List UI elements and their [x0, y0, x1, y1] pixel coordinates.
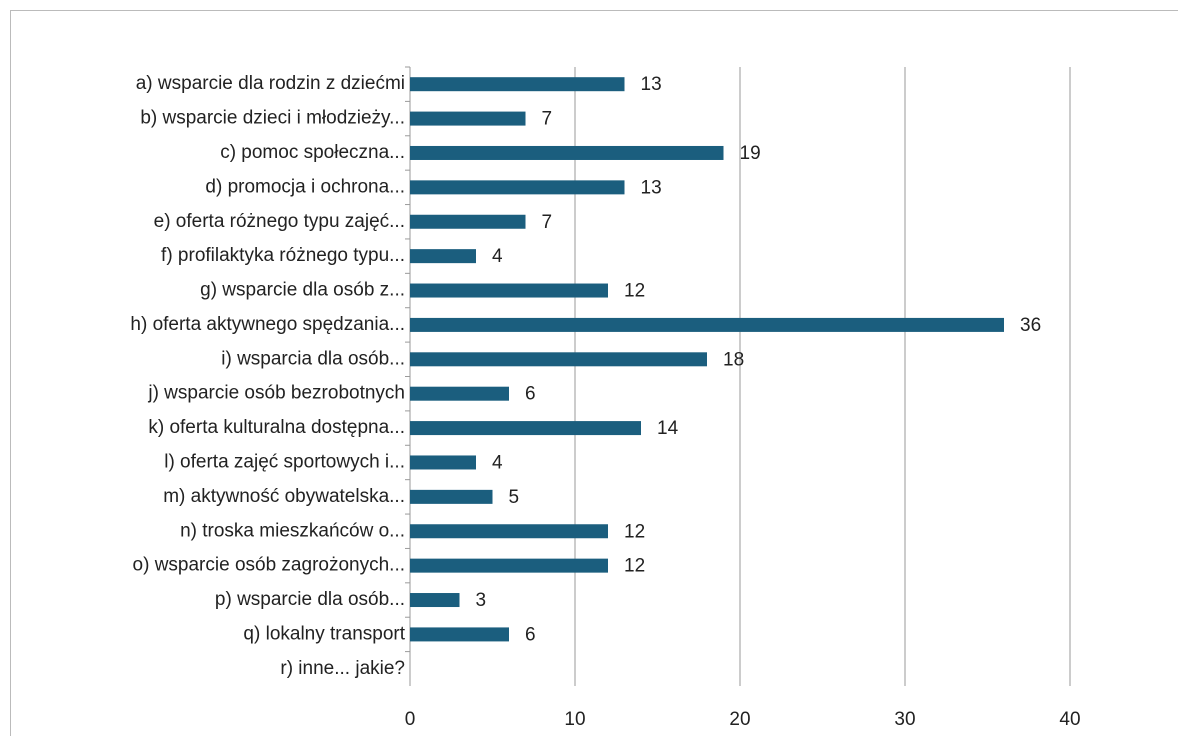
bar — [410, 77, 625, 92]
y-tick-label: b) wsparcie dzieci i młodzieży... — [140, 108, 405, 129]
y-tick-label: q) lokalny transport — [243, 623, 405, 644]
bar — [410, 145, 724, 160]
bar — [410, 421, 641, 436]
value-label: 4 — [492, 452, 503, 473]
value-label: 5 — [509, 487, 520, 508]
chart-frame — [10, 10, 1178, 736]
bar — [410, 489, 493, 504]
x-tick-label: 0 — [405, 709, 416, 730]
bar — [410, 317, 1004, 332]
value-label: 6 — [525, 624, 536, 645]
y-tick-label: n) troska mieszkańców o... — [180, 520, 405, 541]
value-label: 14 — [657, 418, 679, 439]
y-tick-label: r) inne... jakie? — [280, 658, 405, 679]
bar — [410, 558, 608, 573]
bar — [410, 386, 509, 401]
value-label: 13 — [641, 177, 662, 198]
value-label: 12 — [624, 556, 645, 577]
bar — [410, 214, 526, 229]
bar — [410, 111, 526, 126]
y-tick-label: f) profilaktyka różnego typu... — [161, 245, 405, 266]
value-label: 7 — [542, 212, 553, 233]
value-label: 4 — [492, 246, 503, 267]
y-tick-label: i) wsparcia dla osób... — [221, 348, 405, 369]
y-tick-label: d) promocja i ochrona... — [205, 176, 405, 197]
value-label: 36 — [1020, 315, 1041, 336]
y-tick-label: g) wsparcie dla osób z... — [200, 280, 405, 301]
bar — [410, 283, 608, 298]
y-tick-label: k) oferta kulturalna dostępna... — [148, 417, 405, 438]
bar — [410, 455, 476, 470]
y-tick-label: p) wsparcie dla osób... — [215, 589, 405, 610]
bar — [410, 249, 476, 264]
x-tick-label: 40 — [1059, 709, 1080, 730]
value-label: 19 — [740, 143, 761, 164]
y-tick-label: l) oferta zajęć sportowych i... — [164, 451, 405, 472]
bar — [410, 627, 509, 642]
bar — [410, 524, 608, 539]
value-label: 6 — [525, 384, 536, 405]
bar — [410, 593, 460, 608]
x-tick-label: 30 — [894, 709, 915, 730]
value-label: 12 — [624, 521, 645, 542]
y-tick-label: o) wsparcie osób zagrożonych... — [133, 555, 405, 576]
y-tick-label: e) oferta różnego typu zajęć... — [154, 211, 405, 232]
value-label: 7 — [542, 109, 553, 130]
x-tick-label: 20 — [729, 709, 750, 730]
value-label: 3 — [476, 590, 487, 611]
value-label: 12 — [624, 281, 645, 302]
bar — [410, 180, 625, 195]
y-tick-label: j) wsparcie osób bezrobotnych — [147, 383, 405, 404]
y-tick-label: c) pomoc społeczna... — [220, 142, 405, 163]
value-label: 18 — [723, 349, 744, 370]
y-tick-label: m) aktywność obywatelska... — [163, 486, 405, 507]
y-tick-label: h) oferta aktywnego spędzania... — [130, 314, 405, 335]
bar — [410, 352, 707, 367]
x-tick-label: 10 — [564, 709, 585, 730]
y-tick-label: a) wsparcie dla rodzin z dziećmi — [136, 73, 405, 94]
value-label: 13 — [641, 74, 662, 95]
